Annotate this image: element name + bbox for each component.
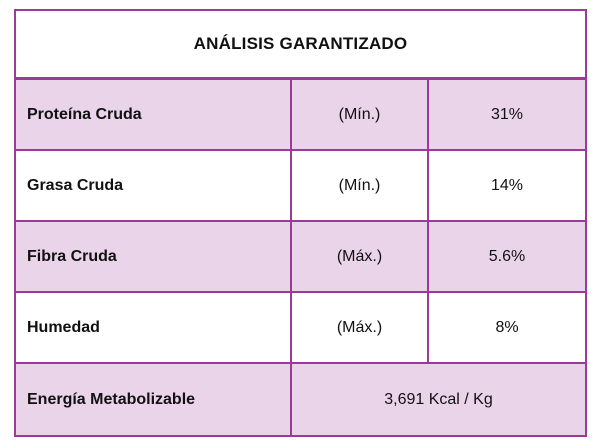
table-title: ANÁLISIS GARANTIZADO — [193, 34, 408, 53]
nutrient-name: Fibra Cruda — [16, 222, 292, 291]
energy-value: 3,691 Kcal / Kg — [384, 390, 493, 408]
guaranteed-analysis-table: ANÁLISIS GARANTIZADO Proteína Cruda (Mín… — [14, 9, 587, 437]
nutrient-value: 8% — [495, 318, 519, 336]
nutrient-qualifier: (Máx.) — [292, 293, 429, 362]
energy-row: Energía Metabolizable 3,691 Kcal / Kg — [16, 364, 585, 435]
nutrient-value: 14% — [490, 176, 524, 194]
table-row: Proteína Cruda (Mín.) 31% — [16, 80, 585, 151]
nutrient-value: 31% — [490, 105, 524, 123]
nutrient-value: 5.6% — [488, 247, 526, 265]
table-row: Grasa Cruda (Mín.) 14% — [16, 151, 585, 222]
nutrient-qualifier: (Mín.) — [292, 151, 429, 220]
nutrient-name: Humedad — [16, 293, 292, 362]
table-row: Humedad (Máx.) 8% — [16, 293, 585, 364]
nutrient-name: Grasa Cruda — [16, 151, 292, 220]
nutrient-name: Proteína Cruda — [16, 80, 292, 149]
nutrient-qualifier: (Máx.) — [292, 222, 429, 291]
table-header: ANÁLISIS GARANTIZADO — [16, 11, 585, 80]
table-row: Fibra Cruda (Máx.) 5.6% — [16, 222, 585, 293]
energy-label: Energía Metabolizable — [16, 364, 292, 435]
nutrient-qualifier: (Mín.) — [292, 80, 429, 149]
